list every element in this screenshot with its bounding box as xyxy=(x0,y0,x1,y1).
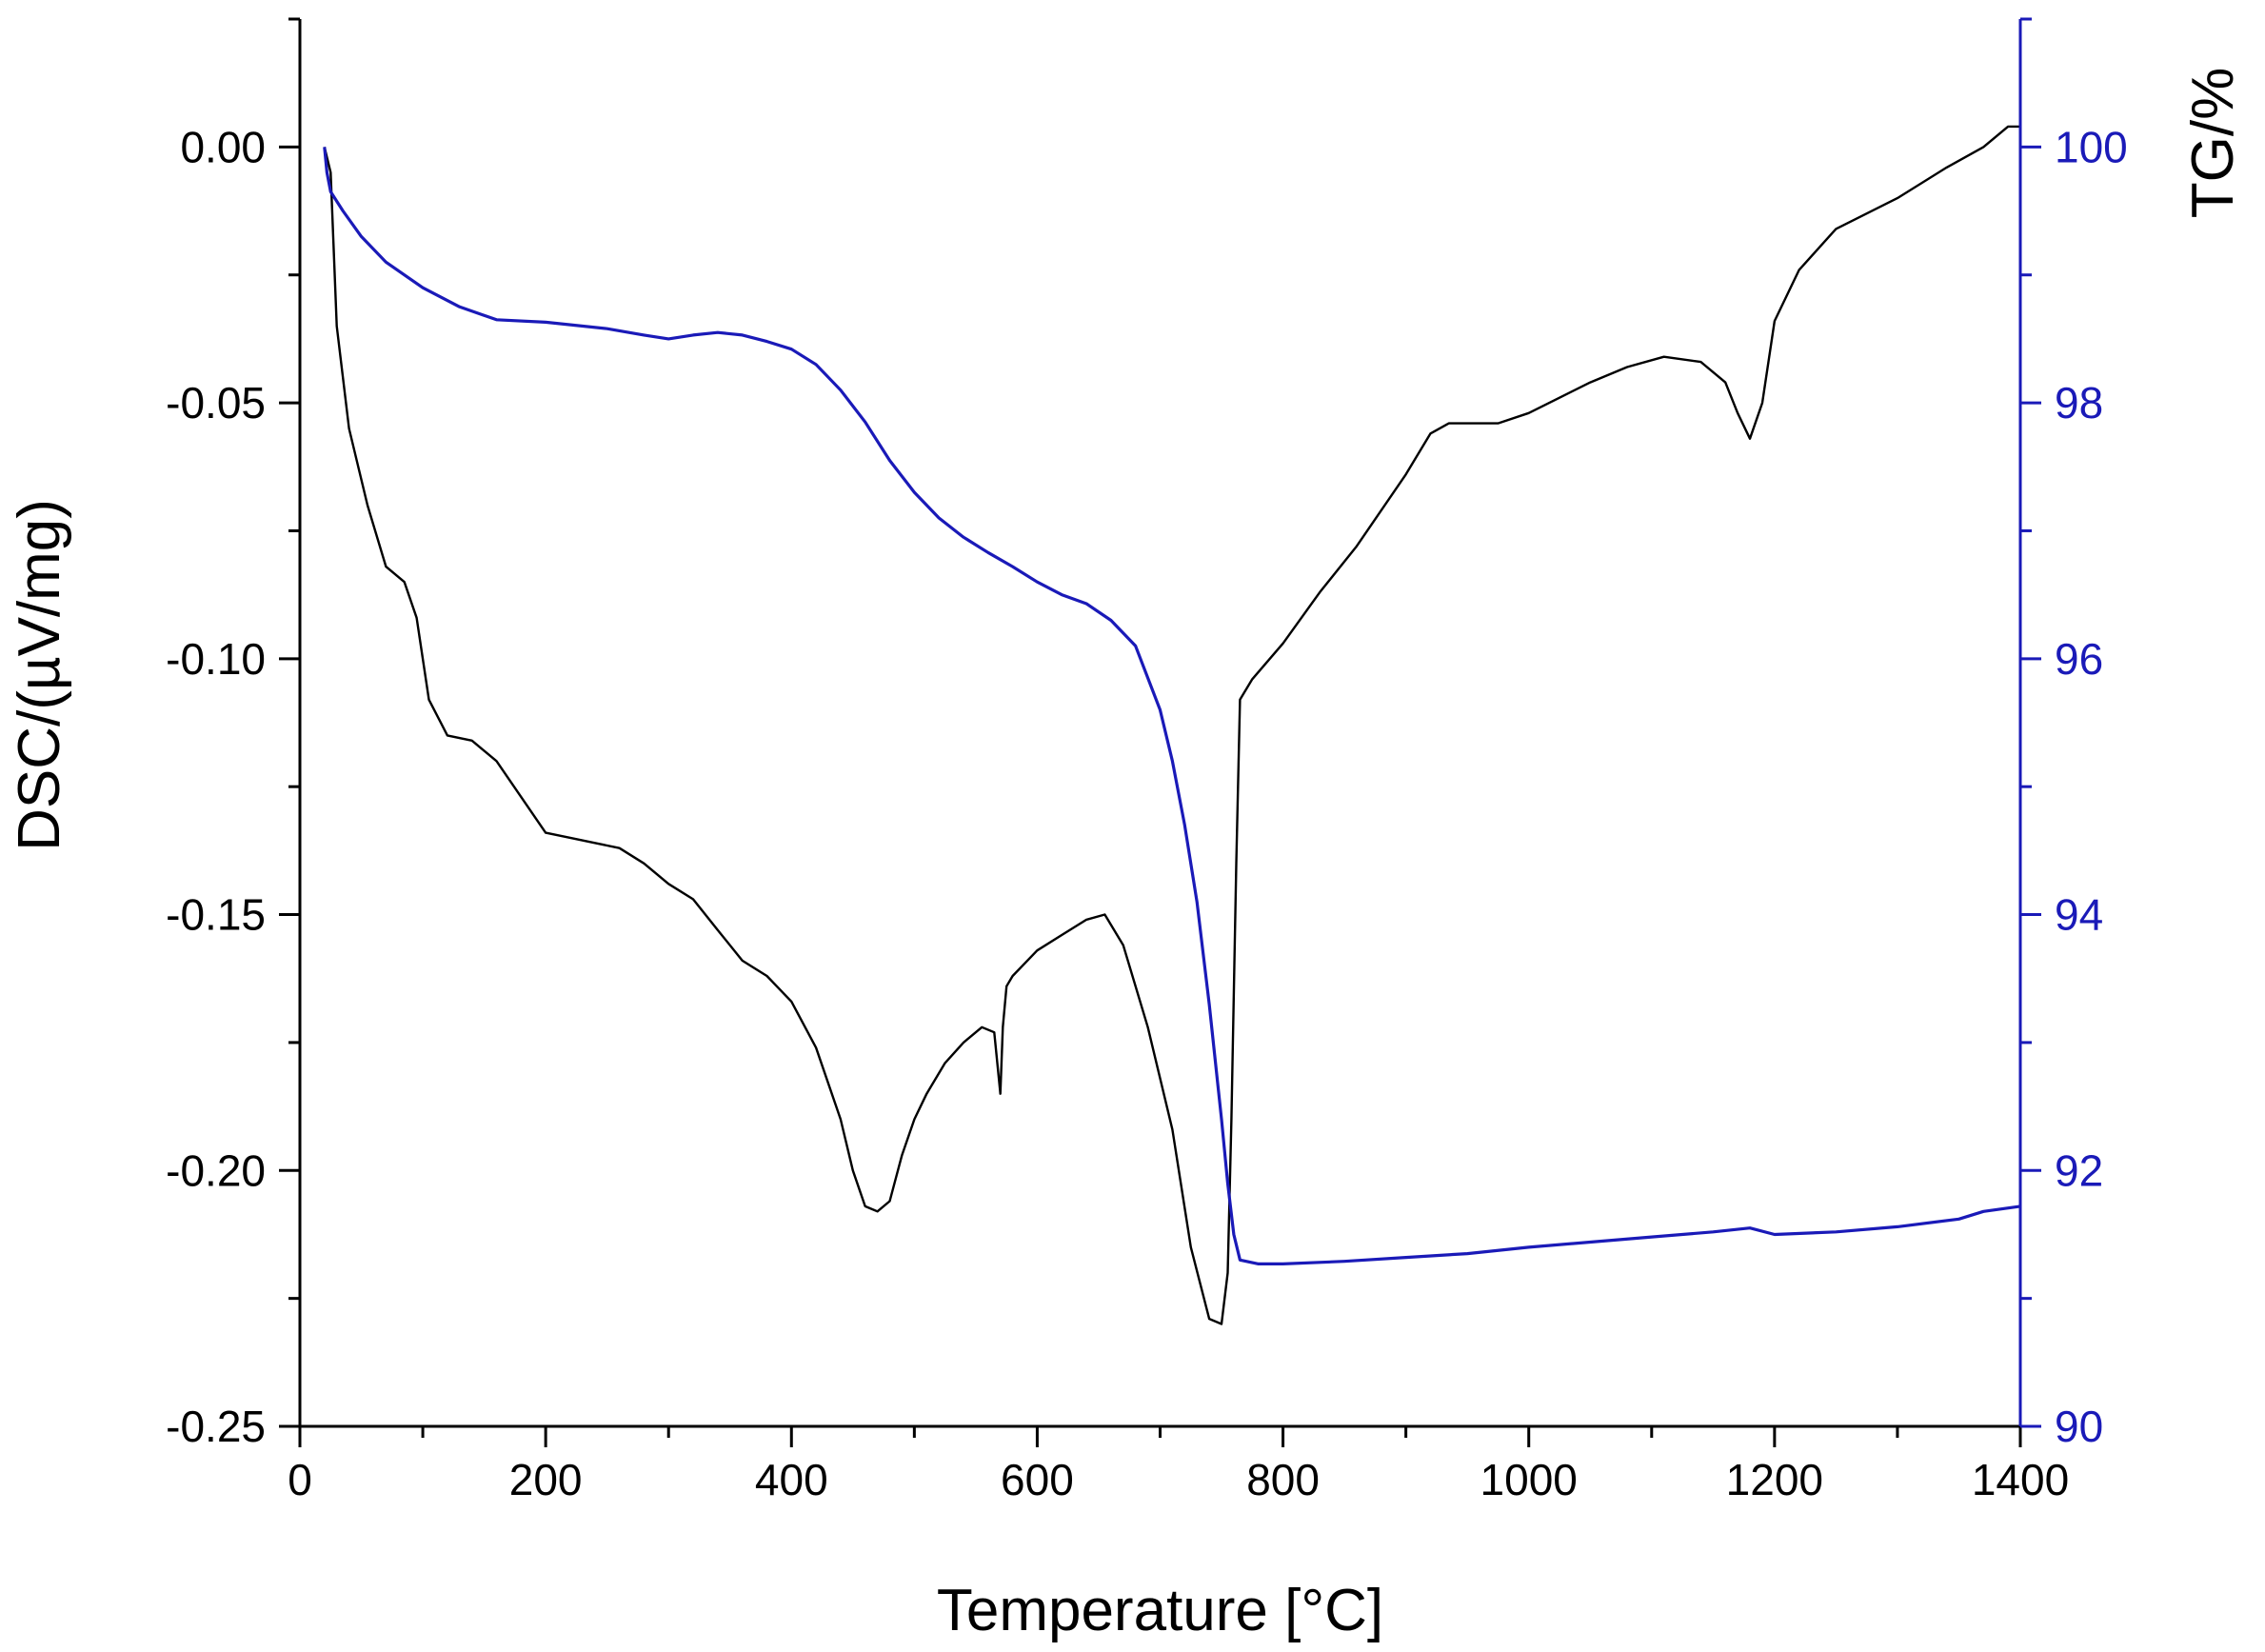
x-axis-title: Temperature [°C] xyxy=(937,1578,1383,1643)
x-tick-label: 1200 xyxy=(1726,1455,1823,1504)
x-tick-label: 800 xyxy=(1246,1455,1320,1504)
x-tick-label: 0 xyxy=(288,1455,312,1504)
right-y-axis-title: TG/% xyxy=(2180,68,2246,218)
dsc-series-line xyxy=(323,125,2020,1325)
left-y-axis-title: DSC/(µV/mg) xyxy=(7,499,72,851)
x-tick-label: 1000 xyxy=(1480,1455,1578,1504)
x-tick-label: 600 xyxy=(1001,1455,1074,1504)
y2-tick-label: 96 xyxy=(2055,634,2103,684)
x-tick-label: 400 xyxy=(755,1455,828,1504)
plot-area xyxy=(323,125,2021,1325)
y-tick-label: -0.10 xyxy=(166,634,266,684)
y-tick-label: -0.15 xyxy=(166,890,266,940)
y2-tick-label: 94 xyxy=(2055,890,2103,940)
y2-tick-label: 100 xyxy=(2055,122,2128,171)
y2-tick-label: 90 xyxy=(2055,1402,2103,1451)
y-tick-label: -0.25 xyxy=(166,1402,266,1451)
y-tick-label: -0.05 xyxy=(166,378,266,428)
y2-tick-label: 98 xyxy=(2055,378,2103,428)
tg-series-line xyxy=(323,147,2021,1266)
x-tick-label: 200 xyxy=(509,1455,583,1504)
y-tick-label: 0.00 xyxy=(180,122,266,171)
y2-tick-label: 92 xyxy=(2055,1145,2103,1195)
y-tick-label: -0.20 xyxy=(166,1145,266,1195)
axes: 0 200 400 600 800 1000 1200 1400 0.00 -0.05 -0.10 -… xyxy=(166,17,2128,1504)
x-tick-label: 1400 xyxy=(1972,1455,2069,1504)
